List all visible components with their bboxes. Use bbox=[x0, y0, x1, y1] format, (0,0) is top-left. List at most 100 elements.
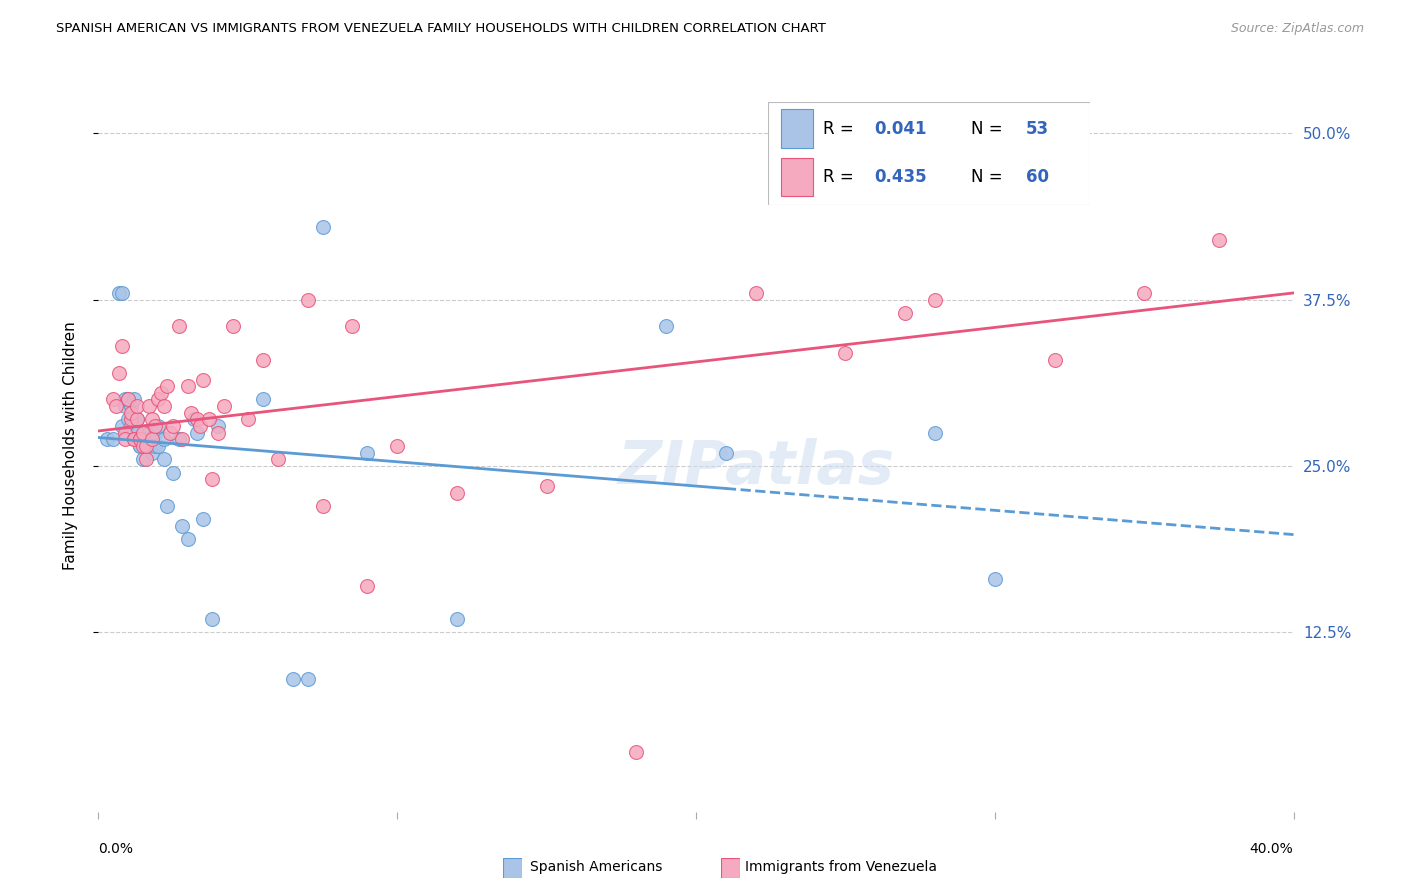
Point bbox=[132, 433, 155, 447]
Point bbox=[156, 379, 179, 393]
Point bbox=[138, 439, 160, 453]
Point bbox=[129, 433, 152, 447]
Point bbox=[186, 425, 208, 440]
Point bbox=[124, 425, 146, 440]
Point bbox=[356, 445, 378, 459]
Text: 40.0%: 40.0% bbox=[1250, 842, 1294, 856]
Point bbox=[129, 439, 152, 453]
Point bbox=[141, 433, 163, 447]
Point bbox=[148, 439, 170, 453]
Point bbox=[143, 439, 166, 453]
Point bbox=[201, 472, 224, 486]
Point bbox=[162, 466, 184, 480]
Point bbox=[198, 412, 221, 426]
Point bbox=[135, 433, 157, 447]
Point bbox=[96, 433, 118, 447]
Point bbox=[188, 419, 211, 434]
Point bbox=[135, 439, 157, 453]
Point bbox=[103, 433, 125, 447]
Point bbox=[114, 433, 136, 447]
Point bbox=[129, 439, 152, 453]
Point bbox=[297, 293, 319, 307]
Point bbox=[153, 433, 176, 447]
Point bbox=[207, 425, 229, 440]
Point bbox=[111, 419, 134, 434]
Point bbox=[117, 412, 139, 426]
Point bbox=[159, 425, 181, 440]
Point bbox=[177, 379, 200, 393]
Point bbox=[342, 319, 364, 334]
Point bbox=[446, 485, 468, 500]
Point bbox=[281, 672, 304, 686]
Point bbox=[834, 346, 856, 360]
Point bbox=[117, 392, 139, 407]
Point bbox=[135, 439, 157, 453]
Point bbox=[105, 399, 128, 413]
Point bbox=[311, 499, 333, 513]
Point bbox=[536, 479, 558, 493]
Point bbox=[124, 433, 146, 447]
Point bbox=[156, 499, 179, 513]
Point bbox=[141, 445, 163, 459]
Text: Source: ZipAtlas.com: Source: ZipAtlas.com bbox=[1230, 22, 1364, 36]
Point bbox=[252, 392, 274, 407]
Y-axis label: Family Households with Children: Family Households with Children bbox=[63, 322, 77, 570]
Point bbox=[114, 399, 136, 413]
Point bbox=[120, 419, 142, 434]
Point bbox=[103, 392, 125, 407]
Point bbox=[138, 399, 160, 413]
Point bbox=[172, 518, 194, 533]
Point bbox=[984, 120, 1007, 134]
Point bbox=[385, 439, 409, 453]
Point bbox=[120, 406, 142, 420]
Point bbox=[120, 412, 142, 426]
Point bbox=[148, 419, 170, 434]
Point bbox=[141, 412, 163, 426]
Point bbox=[108, 286, 131, 301]
Text: SPANISH AMERICAN VS IMMIGRANTS FROM VENEZUELA FAMILY HOUSEHOLDS WITH CHILDREN CO: SPANISH AMERICAN VS IMMIGRANTS FROM VENE… bbox=[56, 22, 827, 36]
Point bbox=[191, 512, 214, 526]
Point bbox=[120, 399, 142, 413]
Point bbox=[127, 425, 149, 440]
Point bbox=[143, 419, 166, 434]
Point bbox=[177, 532, 200, 546]
Text: Immigrants from Venezuela: Immigrants from Venezuela bbox=[745, 860, 938, 874]
Point bbox=[745, 286, 768, 301]
Text: 0.0%: 0.0% bbox=[98, 842, 134, 856]
Point bbox=[129, 433, 152, 447]
Point bbox=[924, 293, 946, 307]
Point bbox=[132, 452, 155, 467]
Point bbox=[183, 412, 205, 426]
Point bbox=[114, 392, 136, 407]
Point bbox=[127, 399, 149, 413]
Point bbox=[446, 612, 468, 626]
Point bbox=[127, 412, 149, 426]
Point bbox=[127, 425, 149, 440]
Text: Spanish Americans: Spanish Americans bbox=[530, 860, 662, 874]
Point bbox=[1208, 233, 1230, 247]
Point bbox=[655, 319, 678, 334]
Point bbox=[180, 406, 202, 420]
Point bbox=[924, 425, 946, 440]
Point bbox=[117, 392, 139, 407]
Point bbox=[172, 433, 194, 447]
Point bbox=[111, 286, 134, 301]
Point bbox=[150, 385, 173, 400]
Point bbox=[167, 319, 190, 334]
Point bbox=[1133, 286, 1156, 301]
Point bbox=[132, 425, 155, 440]
FancyBboxPatch shape bbox=[503, 858, 522, 878]
Point bbox=[167, 433, 190, 447]
FancyBboxPatch shape bbox=[721, 858, 740, 878]
Point bbox=[191, 372, 214, 386]
Point bbox=[148, 392, 170, 407]
Point bbox=[135, 452, 157, 467]
Point bbox=[124, 433, 146, 447]
Point bbox=[236, 412, 259, 426]
Point bbox=[124, 412, 146, 426]
Point bbox=[207, 419, 229, 434]
Point bbox=[201, 612, 224, 626]
Point bbox=[153, 399, 176, 413]
Point bbox=[186, 412, 208, 426]
Point bbox=[222, 319, 245, 334]
